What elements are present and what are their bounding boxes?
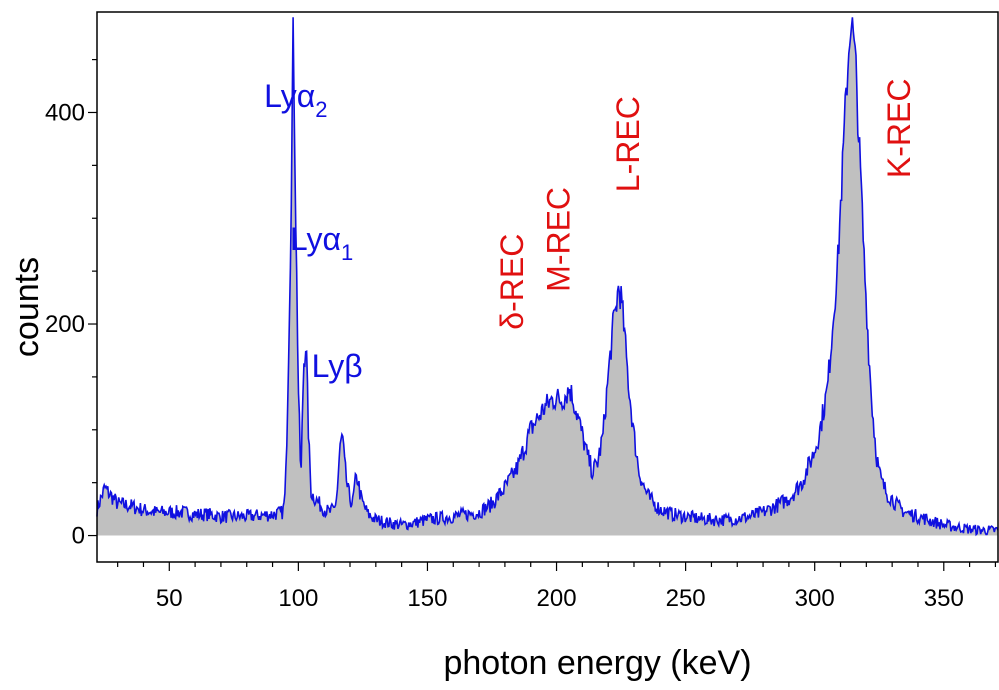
x-tick-label: 200 bbox=[537, 585, 577, 612]
y-axis: 0 200 400 bbox=[45, 58, 97, 550]
annotation-delta: δ-REC bbox=[494, 234, 530, 330]
annotation-lrec: L-REC bbox=[610, 96, 646, 192]
annotation-lyb: Lyβ bbox=[312, 348, 363, 384]
annotation-lya1: Lyα1 bbox=[290, 221, 353, 265]
spectrum-fill bbox=[97, 17, 998, 536]
annotation-lya2: Lyα2 bbox=[264, 78, 327, 122]
y-tick-label: 200 bbox=[45, 311, 85, 338]
x-tick-label: 100 bbox=[278, 585, 318, 612]
x-tick-label: 250 bbox=[666, 585, 706, 612]
y-axis-title: counts bbox=[8, 257, 46, 357]
plot-area bbox=[96, 11, 999, 563]
x-tick-label: 150 bbox=[407, 585, 447, 612]
x-axis-title: photon energy (keV) bbox=[443, 644, 751, 682]
spectrum-line bbox=[96, 17, 999, 537]
x-tick-label: 300 bbox=[795, 585, 835, 612]
x-axis: 50 100 150 200 250 300 350 bbox=[117, 562, 997, 612]
annotation-mrec: M-REC bbox=[540, 187, 576, 292]
x-tick-label: 50 bbox=[156, 585, 183, 612]
x-tick-label: 350 bbox=[924, 585, 964, 612]
annotation-krec: K-REC bbox=[881, 79, 917, 179]
peak-annotations: Lyα2 Lyα1 Lyβ δ-REC M-REC L-REC K-REC bbox=[264, 78, 917, 384]
plot-frame bbox=[96, 11, 999, 563]
y-tick-label: 400 bbox=[45, 99, 85, 126]
y-tick-label: 0 bbox=[72, 523, 85, 550]
